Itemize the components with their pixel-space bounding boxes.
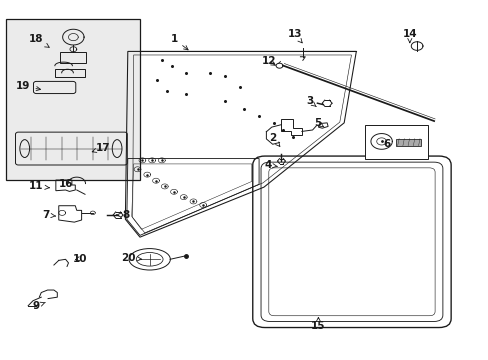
Text: 11: 11	[29, 181, 49, 192]
Text: 2: 2	[268, 133, 279, 147]
Text: 7: 7	[42, 210, 55, 220]
Text: 6: 6	[383, 139, 390, 149]
Text: 16: 16	[59, 179, 74, 189]
Text: 12: 12	[261, 57, 276, 66]
Bar	[395, 139, 420, 146]
Bar	[55, 69, 85, 77]
Text: 14: 14	[402, 29, 416, 42]
Text: 8: 8	[116, 210, 129, 220]
Bar	[60, 52, 86, 63]
Text: 18: 18	[29, 34, 49, 48]
Text: 17: 17	[92, 143, 111, 153]
Text: 4: 4	[264, 160, 277, 170]
Text: 1: 1	[170, 34, 188, 50]
Bar	[365, 125, 427, 158]
Text: 10: 10	[73, 253, 87, 264]
Text: 13: 13	[287, 29, 302, 43]
Text: 19: 19	[16, 81, 41, 91]
Bar	[6, 19, 140, 180]
Text: 15: 15	[310, 318, 325, 332]
Text: 20: 20	[122, 253, 142, 263]
Text: 5: 5	[313, 118, 323, 128]
Text: 9: 9	[33, 301, 45, 311]
Text: 3: 3	[305, 96, 315, 107]
